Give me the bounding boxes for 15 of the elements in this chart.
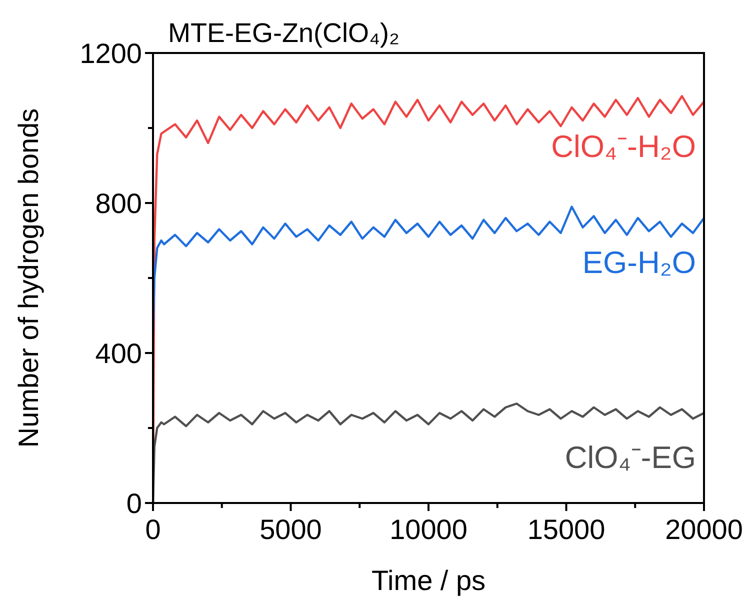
x-tick-label: 0: [145, 514, 161, 545]
y-tick-label: 800: [95, 188, 142, 219]
x-tick-label: 10000: [390, 514, 468, 545]
y-tick-label: 400: [95, 338, 142, 369]
series-label: ClO₄⁻-EG: [564, 440, 696, 475]
x-tick-label: 5000: [260, 514, 322, 545]
x-tick-label: 15000: [527, 514, 606, 545]
series-label: EG-H₂O: [582, 245, 696, 280]
x-axis-title: Time / ps: [371, 565, 486, 596]
y-tick-label: 0: [126, 488, 142, 519]
y-tick-label: 1200: [80, 38, 142, 69]
x-tick-label: 20000: [665, 514, 743, 545]
y-axis-title: Number of hydrogen bonds: [13, 108, 44, 448]
chart-title: MTE-EG-Zn(ClO₄)₂: [168, 18, 400, 48]
series-label: ClO₄⁻-H₂O: [551, 128, 696, 164]
